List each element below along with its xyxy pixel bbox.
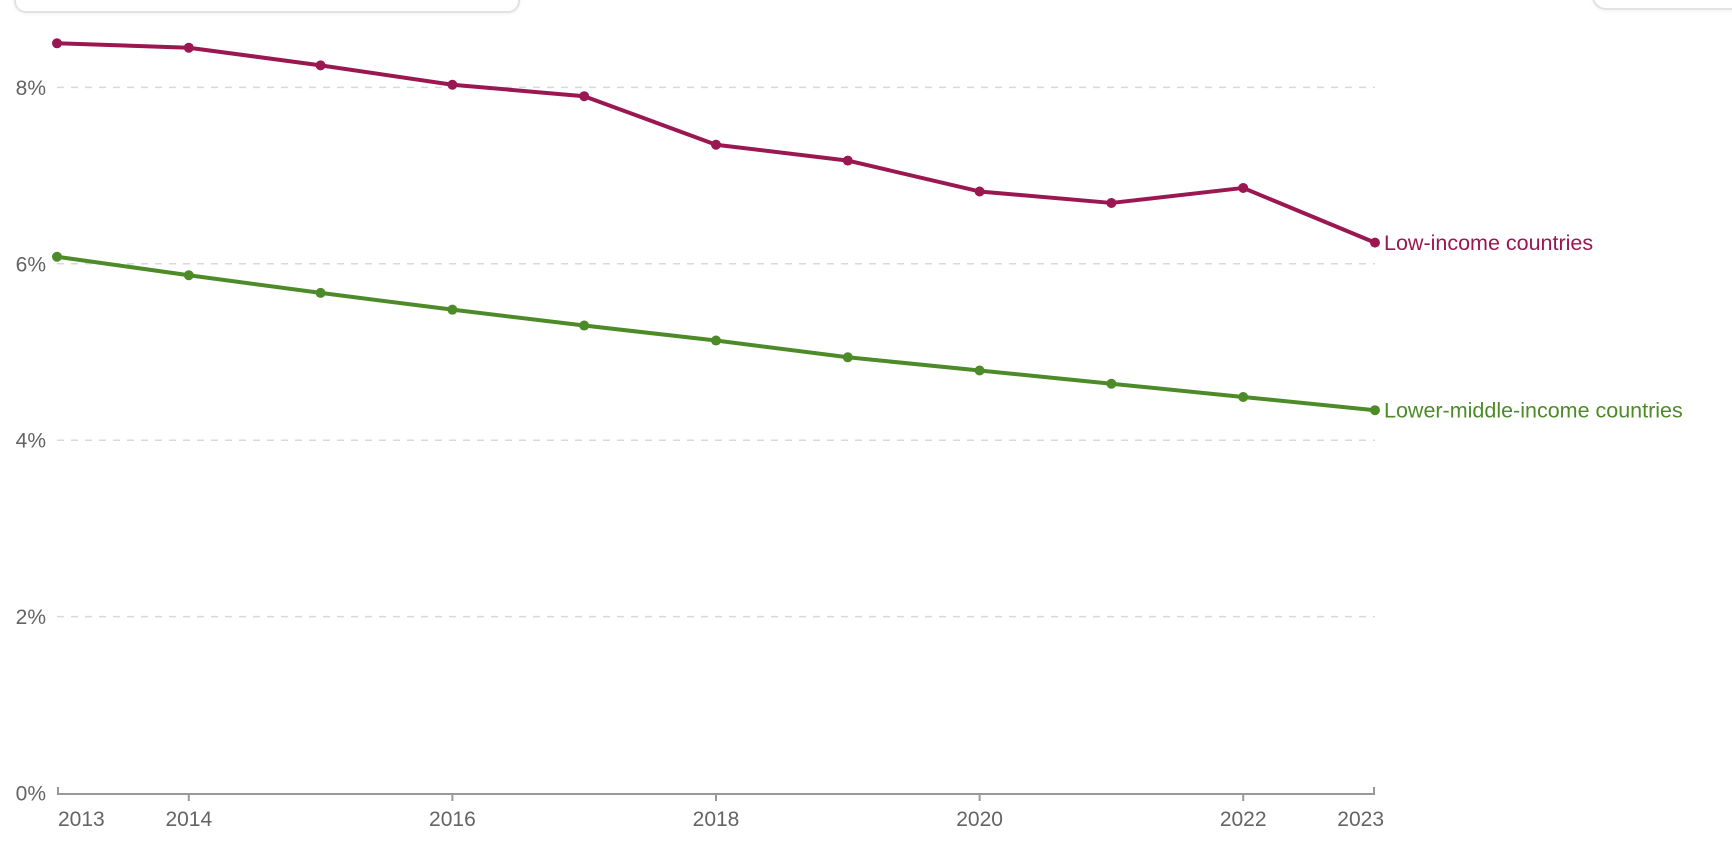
data-point[interactable] <box>183 42 194 53</box>
x-tick-label: 2023 <box>1337 808 1384 831</box>
series-line[interactable] <box>55 254 1377 413</box>
x-tick-label: 2016 <box>429 808 476 831</box>
y-tick-label: 8% <box>16 77 46 100</box>
y-tick-label: 0% <box>16 783 46 806</box>
data-point[interactable] <box>315 287 326 298</box>
y-tick-label: 2% <box>16 606 46 629</box>
data-point[interactable] <box>1370 237 1380 248</box>
data-point[interactable] <box>315 60 326 71</box>
data-point[interactable] <box>1106 197 1117 208</box>
x-tick-label: 2020 <box>956 808 1003 831</box>
data-point[interactable] <box>579 91 590 102</box>
data-point[interactable] <box>447 79 458 90</box>
data-point[interactable] <box>974 365 985 376</box>
x-tick-label: 2013 <box>58 808 105 831</box>
data-point[interactable] <box>711 139 721 150</box>
x-tick-label: 2022 <box>1220 808 1267 831</box>
data-point[interactable] <box>52 251 62 262</box>
data-point[interactable] <box>974 186 985 197</box>
data-point[interactable] <box>1370 405 1380 416</box>
data-point[interactable] <box>1106 378 1117 389</box>
series-label[interactable]: Lower-middle-income countries <box>1384 399 1683 423</box>
x-tick-label: 2014 <box>165 808 212 831</box>
data-point[interactable] <box>579 320 590 331</box>
data-point[interactable] <box>842 155 853 166</box>
y-tick-label: 4% <box>16 430 46 453</box>
series-label[interactable]: Low-income countries <box>1384 231 1593 255</box>
y-tick-label: 6% <box>16 253 46 276</box>
x-tick-label: 2018 <box>693 808 740 831</box>
data-point[interactable] <box>447 304 458 315</box>
data-point[interactable] <box>52 38 62 49</box>
data-point[interactable] <box>1238 182 1249 193</box>
data-point[interactable] <box>842 352 853 363</box>
data-point[interactable] <box>1238 391 1249 402</box>
data-point[interactable] <box>183 270 194 281</box>
data-point[interactable] <box>711 335 721 346</box>
